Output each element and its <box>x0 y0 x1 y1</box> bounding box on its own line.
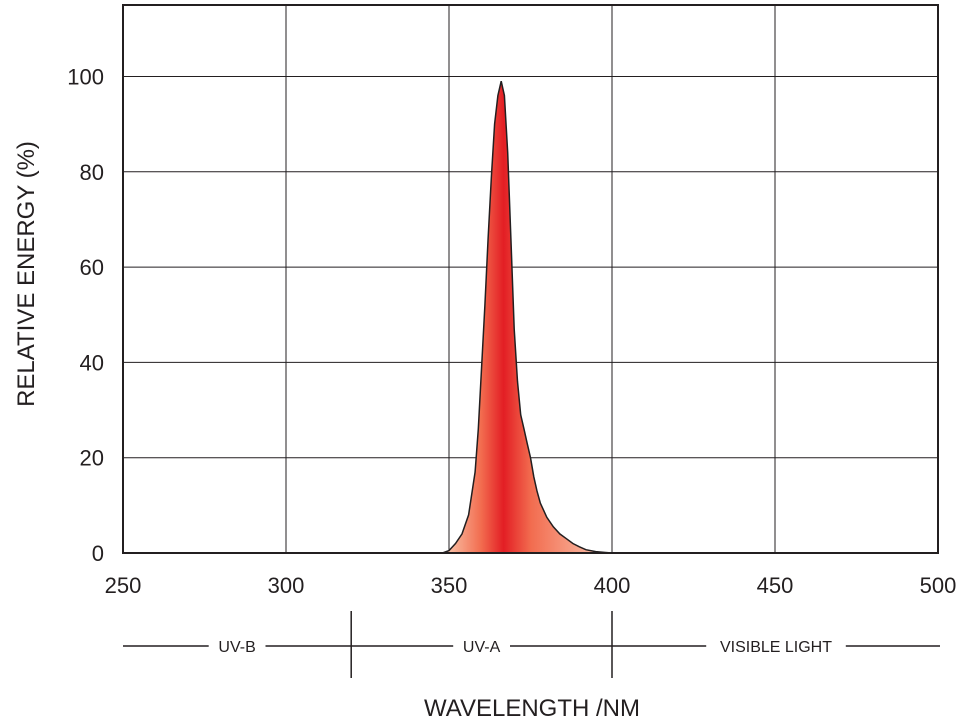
band-label: VISIBLE LIGHT <box>720 639 832 656</box>
plot-frame <box>122 4 939 554</box>
x-tick-label: 500 <box>920 573 957 598</box>
y-tick-labels: 0 20 40 60 80 100 <box>67 64 104 566</box>
y-tick-label: 20 <box>80 446 104 471</box>
band-label: UV-B <box>218 639 255 656</box>
x-tick-label: 350 <box>431 573 468 598</box>
y-tick-label: 40 <box>80 350 104 375</box>
x-axis-title: WAVELENGTH /NM <box>424 695 640 722</box>
y-axis-title: RELATIVE ENERGY (%) <box>13 141 40 407</box>
x-tick-labels: 250 300 350 400 450 500 <box>105 573 957 598</box>
x-tick-label: 400 <box>594 573 631 598</box>
y-tick-label: 100 <box>67 64 104 89</box>
band-label: UV-A <box>463 639 501 656</box>
spectral-bands: UV-B UV-A VISIBLE LIGHT <box>123 611 940 678</box>
x-tick-label: 300 <box>268 573 305 598</box>
x-tick-label: 250 <box>105 573 142 598</box>
y-tick-label: 60 <box>80 255 104 280</box>
spectrum-area <box>442 81 613 554</box>
y-tick-label: 0 <box>92 541 104 566</box>
x-tick-label: 450 <box>757 573 794 598</box>
y-tick-label: 80 <box>80 160 104 185</box>
